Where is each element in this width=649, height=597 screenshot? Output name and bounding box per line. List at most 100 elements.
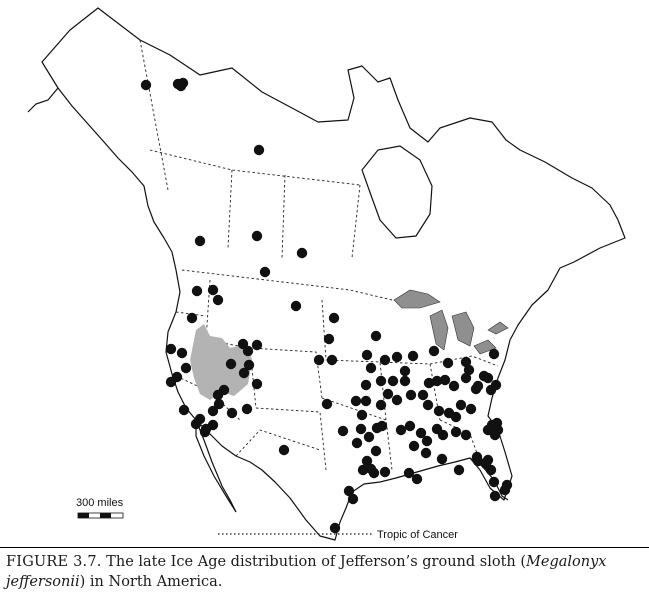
occurrence-dot [365, 362, 377, 374]
occurrence-dot [428, 345, 440, 357]
occurrence-dot [431, 375, 443, 387]
occurrence-dot [408, 440, 420, 452]
occurrence-dot [350, 395, 362, 407]
occurrence-dot [436, 453, 448, 465]
occurrence-dot [347, 493, 359, 505]
occurrence-dot [337, 425, 349, 437]
occurrence-dot [460, 356, 472, 368]
occurrence-dot [460, 429, 472, 441]
occurrence-dot [165, 343, 177, 355]
occurrence-dot [207, 405, 219, 417]
occurrence-dot [253, 144, 265, 156]
occurrence-dot [387, 375, 399, 387]
occurrence-dot [405, 389, 417, 401]
occurrence-dot [391, 394, 403, 406]
occurrence-dot [212, 389, 224, 401]
occurrence-dot [391, 351, 403, 363]
occurrence-dot [488, 476, 500, 488]
occurrence-dot [226, 407, 238, 419]
occurrence-dot [422, 399, 434, 411]
occurrence-dot [313, 354, 325, 366]
occurrence-dot [207, 419, 219, 431]
occurrence-dot [421, 435, 433, 447]
scale-bar: 300 miles [76, 497, 124, 519]
occurrence-dot [178, 404, 190, 416]
occurrence-dot [455, 399, 467, 411]
occurrence-dot [403, 467, 415, 479]
north-america-coastline [41, 7, 626, 541]
distribution-map: 300 miles Tropic of Cancer [27, 7, 626, 541]
occurrence-dot [382, 388, 394, 400]
occurrence-dot [238, 367, 250, 379]
tropic-of-cancer-label: Tropic of Cancer [377, 529, 458, 541]
occurrence-dot [450, 411, 462, 423]
occurrence-dot [355, 423, 367, 435]
occurrence-dot [194, 235, 206, 247]
occurrence-dot [442, 357, 454, 369]
occurrence-dot [321, 398, 333, 410]
occurrence-dot [251, 230, 263, 242]
baja-california [195, 419, 237, 513]
occurrence-dot [360, 395, 372, 407]
occurrence-dot [415, 427, 427, 439]
occurrence-dot [379, 354, 391, 366]
occurrence-dot [460, 372, 472, 384]
occurrence-dot [375, 375, 387, 387]
occurrence-dot [433, 405, 445, 417]
occurrence-dot [480, 458, 492, 470]
occurrence-dot [278, 444, 290, 456]
occurrence-dot [407, 350, 419, 362]
occurrence-dot [176, 347, 188, 359]
lake-bonneville [190, 324, 252, 400]
occurrence-dot [488, 348, 500, 360]
occurrence-dot [453, 464, 465, 476]
occurrence-dot [375, 399, 387, 411]
scientific-name: Megalonyx jeffersonii [6, 554, 607, 590]
occurrence-dot [180, 362, 192, 374]
occurrence-dot [450, 426, 462, 438]
occurrence-dot [370, 445, 382, 457]
occurrence-dot [489, 429, 501, 441]
occurrence-dot [259, 266, 271, 278]
occurrence-dot [399, 365, 411, 377]
occurrence-dot [175, 80, 187, 92]
occurrence-dot [501, 479, 513, 491]
occurrence-dot [489, 490, 501, 502]
figure-caption: FIGURE 3.7. The late Ice Age distributio… [6, 552, 642, 592]
caption-text-2: ) in North America. [79, 574, 223, 590]
occurrence-dot [399, 375, 411, 387]
occurrence-dot [482, 372, 494, 384]
occurrence-dot [420, 447, 432, 459]
occurrence-dot [165, 376, 177, 388]
occurrence-dot [357, 464, 369, 476]
occurrence-dot [411, 473, 423, 485]
occurrence-dot [241, 403, 253, 415]
occurrence-dot [242, 345, 254, 357]
occurrence-dot [296, 247, 308, 259]
occurrence-dot [470, 383, 482, 395]
occurrence-dot [329, 522, 341, 534]
hudson-bay [361, 145, 433, 239]
occurrence-dot [361, 455, 373, 467]
occurrence-dot [417, 389, 429, 401]
occurrence-dot [251, 378, 263, 390]
occurrence-dot [363, 431, 375, 443]
occurrence-dot [463, 364, 475, 376]
occurrence-dot [423, 377, 435, 389]
occurrence-dot [199, 426, 211, 438]
occurrence-dot [140, 79, 152, 91]
occurrence-dot [404, 420, 416, 432]
occurrence-dot [465, 403, 477, 415]
occurrence-dot [328, 312, 340, 324]
occurrence-dot [323, 333, 335, 345]
occurrence-dot [186, 312, 198, 324]
occurrence-dot [191, 285, 203, 297]
occurrence-dot [379, 466, 391, 478]
occurrence-dot [190, 418, 202, 430]
occurrence-dot [448, 380, 460, 392]
occurrence-dot [351, 437, 363, 449]
occurrence-dot [439, 374, 451, 386]
occurrence-dot [360, 379, 372, 391]
occurrence-dot [376, 420, 388, 432]
occurrence-dot [365, 463, 377, 475]
